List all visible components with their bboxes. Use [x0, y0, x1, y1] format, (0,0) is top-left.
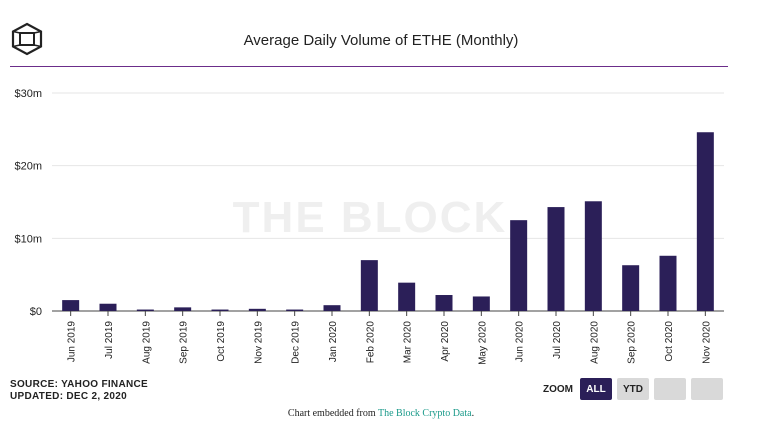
- source-label: SOURCE: YAHOO FINANCE: [10, 379, 148, 390]
- x-tick-label: Nov 2020: [701, 321, 712, 364]
- header-divider: [10, 66, 728, 67]
- x-tick-label: Mar 2020: [403, 321, 414, 364]
- x-tick-label: Jun 2020: [515, 321, 526, 363]
- x-tick-label: Oct 2020: [664, 321, 675, 362]
- embed-link[interactable]: The Block Crypto Data: [377, 408, 472, 419]
- bar: [62, 300, 80, 311]
- zoom-all-button[interactable]: ALL: [580, 378, 612, 400]
- x-tick-label: Apr 2020: [440, 321, 451, 362]
- bar: [286, 309, 304, 311]
- bar: [174, 307, 192, 311]
- embed-prefix: Chart embedded from: [287, 408, 378, 419]
- zoom-range-end-input[interactable]: [691, 378, 723, 400]
- bar: [398, 282, 416, 311]
- x-tick-label: Dec 2019: [291, 321, 302, 364]
- bar: [211, 309, 229, 311]
- bar: [136, 309, 154, 311]
- y-tick-label: $30m: [14, 88, 42, 100]
- zoom-ytd-button[interactable]: YTD: [617, 378, 649, 400]
- bar: [510, 220, 528, 311]
- bar: [584, 201, 602, 311]
- x-tick-label: Jun 2019: [67, 321, 78, 363]
- y-tick-label: $10m: [14, 233, 42, 245]
- x-tick-label: Jul 2019: [104, 321, 115, 359]
- bar: [248, 308, 266, 311]
- bar: [622, 265, 640, 311]
- bar-chart: THE BLOCK $0 $10m $20m $30m Jun 2019 Jul 2019 A…: [14, 88, 724, 365]
- chart-title: Average Daily Volume of ETHE (Monthly): [243, 32, 519, 49]
- cube-logo-icon: [11, 22, 43, 56]
- bar: [435, 295, 453, 311]
- bar: [472, 296, 490, 311]
- zoom-range-start-input[interactable]: [654, 378, 686, 400]
- x-tick-label: Feb 2020: [365, 321, 376, 364]
- bar: [659, 255, 677, 311]
- bar: [323, 305, 341, 311]
- embed-credit: Chart embedded from The Block Crypto Dat…: [0, 408, 762, 419]
- watermark: THE BLOCK: [233, 193, 508, 242]
- x-tick-label: Aug 2020: [589, 321, 600, 364]
- bar: [547, 207, 565, 311]
- x-tick-label: Jan 2020: [328, 321, 339, 363]
- chart-source-info: SOURCE: YAHOO FINANCE UPDATED: DEC 2, 20…: [10, 379, 148, 403]
- y-tick-label: $0: [30, 306, 42, 318]
- embed-suffix: .: [471, 408, 475, 419]
- updated-label: UPDATED: DEC 2, 2020: [10, 391, 127, 402]
- x-tick-label: Oct 2019: [216, 321, 227, 362]
- bar: [696, 132, 714, 311]
- x-tick-label: May 2020: [477, 321, 488, 365]
- x-tick-label: Sep 2019: [179, 321, 190, 364]
- x-tick-label: Aug 2019: [141, 321, 152, 364]
- bar: [360, 260, 378, 311]
- zoom-label: ZOOM: [543, 384, 573, 395]
- y-tick-label: $20m: [14, 161, 42, 173]
- x-tick-label: Jul 2020: [552, 321, 563, 359]
- x-tick-label: Sep 2020: [627, 321, 638, 364]
- x-tick-label: Nov 2019: [253, 321, 264, 364]
- bar: [99, 303, 117, 311]
